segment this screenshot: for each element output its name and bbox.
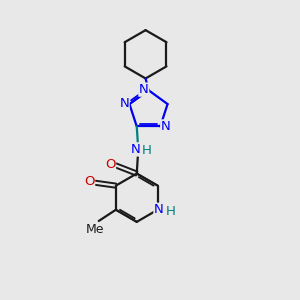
Text: Me: Me — [86, 223, 104, 236]
Text: H: H — [166, 205, 176, 218]
Text: N: N — [131, 143, 141, 156]
Text: O: O — [84, 175, 94, 188]
Text: O: O — [105, 158, 116, 171]
Text: N: N — [161, 120, 170, 133]
Text: N: N — [139, 83, 149, 96]
Text: H: H — [142, 144, 152, 157]
Text: N: N — [154, 203, 164, 216]
Text: N: N — [119, 97, 129, 110]
